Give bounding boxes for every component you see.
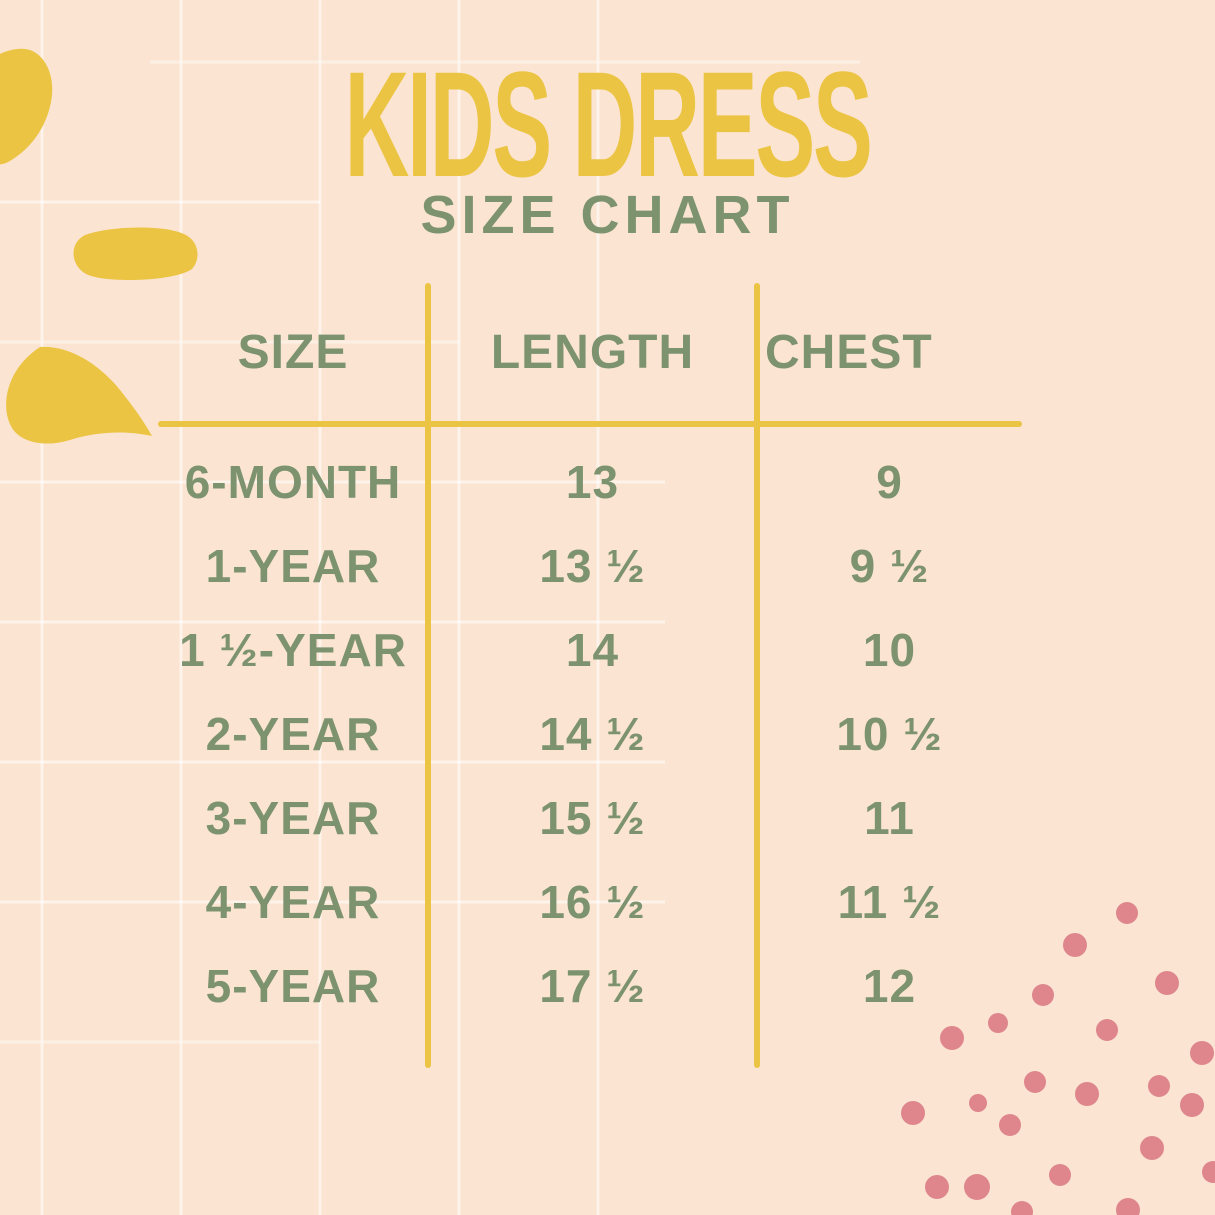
column-header-size: SIZE: [237, 325, 349, 379]
table-body: 6-MONTH 13 9 1-YEAR 13 ½ 9 ½ 1 ½-YEAR 14…: [158, 440, 1022, 1028]
table-row: 6-MONTH 13 9: [158, 440, 1022, 524]
pink-dots-pattern: [901, 902, 1215, 1215]
table-divider-vertical-2: [754, 283, 760, 1068]
length-value: 14: [565, 624, 620, 676]
row-label: 5-YEAR: [205, 960, 381, 1012]
table-row: 1 ½-YEAR 14 10: [158, 608, 1022, 692]
chest-value: 10: [862, 624, 917, 676]
table-divider-horizontal: [158, 421, 1022, 427]
row-label: 1-YEAR: [205, 540, 381, 592]
chest-value: 9 ½: [849, 540, 930, 592]
length-value: 16 ½: [539, 876, 646, 928]
yellow-brush-stroke-curved-icon: [0, 48, 53, 165]
yellow-brush-stroke-blob-icon: [73, 227, 198, 281]
length-value: 15 ½: [539, 792, 646, 844]
table-row: 1-YEAR 13 ½ 9 ½: [158, 524, 1022, 608]
page-title: KIDS DRESS: [344, 40, 873, 208]
table-row: 3-YEAR 15 ½ 11: [158, 776, 1022, 860]
row-label: 1 ½-YEAR: [179, 624, 407, 676]
length-value: 14 ½: [539, 708, 646, 760]
length-value: 17 ½: [539, 960, 646, 1012]
table-row: 4-YEAR 16 ½ 11 ½: [158, 860, 1022, 944]
table-row: 2-YEAR 14 ½ 10 ½: [158, 692, 1022, 776]
chest-value: 9: [876, 456, 903, 508]
chest-value: 12: [862, 960, 917, 1012]
row-label: 2-YEAR: [205, 708, 381, 760]
row-label: 3-YEAR: [205, 792, 381, 844]
chest-value: 11: [864, 792, 915, 844]
table-row: 5-YEAR 17 ½ 12: [158, 944, 1022, 1028]
chest-value: 11 ½: [837, 876, 942, 928]
table-divider-vertical-1: [425, 283, 431, 1068]
column-header-chest: CHEST: [765, 325, 933, 379]
size-chart-table: SIZE LENGTH CHEST 6-MONTH 13 9 1-YEAR 13…: [158, 283, 1022, 1068]
row-label: 6-MONTH: [184, 456, 402, 508]
table-header-row: SIZE LENGTH CHEST: [158, 283, 1022, 421]
column-header-length: LENGTH: [490, 325, 695, 379]
chest-value: 10 ½: [836, 708, 943, 760]
row-label: 4-YEAR: [205, 876, 381, 928]
length-value: 13 ½: [539, 540, 646, 592]
length-value: 13: [565, 456, 620, 508]
yellow-brush-stroke-tapered-icon: [6, 346, 153, 444]
grid-pattern: [0, 0, 860, 1215]
page-subtitle: SIZE CHART: [420, 185, 795, 245]
